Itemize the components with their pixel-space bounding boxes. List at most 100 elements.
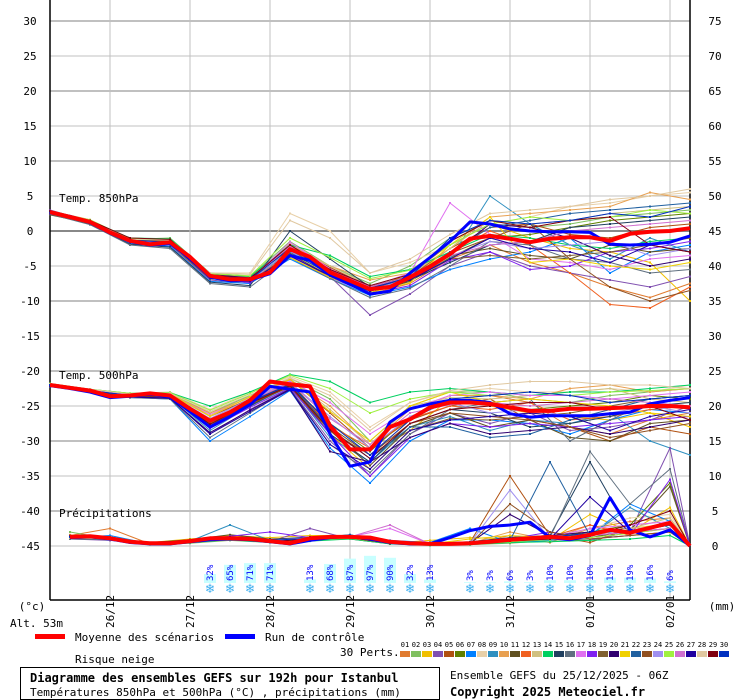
member-color-swatch bbox=[488, 651, 498, 657]
member-point bbox=[489, 398, 491, 400]
member-point bbox=[569, 223, 571, 225]
member-point bbox=[609, 436, 611, 439]
member-point bbox=[609, 303, 611, 306]
member-number: 12 bbox=[522, 641, 530, 649]
snow-risk-bar bbox=[424, 579, 436, 583]
altitude-label: Alt. 53m bbox=[10, 617, 63, 630]
member-point bbox=[529, 405, 531, 407]
member-point bbox=[609, 391, 611, 393]
legend-members-label: 30 Perts. bbox=[340, 646, 400, 659]
right-tick-label: 35 bbox=[708, 295, 721, 308]
member-point bbox=[489, 254, 491, 257]
member-point bbox=[649, 216, 651, 218]
mean-t850-line bbox=[49, 210, 691, 292]
member-point bbox=[549, 540, 551, 543]
legend-snow-label: Risque neige bbox=[75, 653, 154, 666]
member-point bbox=[609, 405, 611, 407]
member-number: 14 bbox=[544, 641, 552, 649]
member-point bbox=[529, 219, 531, 222]
member-point bbox=[529, 426, 531, 428]
member-point bbox=[629, 524, 631, 526]
snow-risk-percent: 90% bbox=[386, 564, 396, 581]
member-number: 07 bbox=[467, 641, 475, 649]
member-point bbox=[609, 205, 611, 208]
member-point bbox=[689, 433, 691, 435]
member-point bbox=[489, 237, 491, 239]
member-point bbox=[689, 251, 691, 253]
member-point bbox=[489, 419, 491, 421]
member-point bbox=[269, 531, 271, 533]
member-point bbox=[449, 389, 451, 392]
snow-risk-percent: 13% bbox=[426, 564, 436, 581]
member-point bbox=[609, 247, 611, 250]
snow-risk-percent: 19% bbox=[626, 564, 636, 581]
member-point bbox=[689, 198, 691, 201]
left-tick-label: 5 bbox=[27, 190, 34, 203]
member-color-swatch bbox=[433, 651, 443, 657]
member-point bbox=[329, 450, 331, 453]
member-point bbox=[369, 429, 371, 432]
member-point bbox=[369, 482, 371, 484]
member-point bbox=[209, 272, 211, 274]
member-color-swatch bbox=[620, 651, 630, 657]
member-color-swatch bbox=[576, 651, 586, 657]
member-point bbox=[289, 244, 291, 246]
member-point bbox=[609, 429, 611, 432]
member-number: 25 bbox=[665, 641, 673, 649]
member-point bbox=[569, 258, 571, 260]
member-point bbox=[289, 377, 291, 379]
mean-precip-line bbox=[69, 520, 692, 548]
snow-risk-bar bbox=[264, 563, 276, 583]
member-point bbox=[209, 440, 211, 442]
member-point bbox=[689, 412, 691, 414]
member-point bbox=[229, 533, 231, 536]
snow-risk-percent: 32% bbox=[406, 564, 416, 581]
member-color-swatch bbox=[686, 651, 696, 657]
member-point bbox=[609, 415, 611, 418]
member-point bbox=[89, 223, 91, 226]
member-point bbox=[529, 226, 531, 229]
member-number: 16 bbox=[566, 641, 574, 649]
member-point bbox=[409, 412, 411, 414]
member-point bbox=[649, 240, 651, 243]
date-label: 26/12 bbox=[104, 595, 117, 628]
member-number: 13 bbox=[533, 641, 541, 649]
member-point bbox=[529, 254, 531, 257]
member-point bbox=[589, 524, 591, 526]
member-point bbox=[49, 210, 51, 213]
member-point bbox=[229, 524, 231, 526]
member-point bbox=[529, 398, 531, 400]
member-point bbox=[569, 254, 571, 257]
member-number: 27 bbox=[687, 641, 695, 649]
member-point bbox=[509, 489, 511, 491]
snowflake-icon: ❄ bbox=[646, 581, 655, 597]
member-point bbox=[589, 450, 591, 453]
member-point bbox=[689, 219, 691, 222]
member-point bbox=[249, 410, 251, 413]
member-color-swatch bbox=[455, 651, 465, 657]
snow-risk-percent: 65% bbox=[226, 564, 236, 581]
snow-risk-percent: 68% bbox=[326, 564, 336, 581]
member-point bbox=[529, 268, 531, 271]
right-tick-label: 25 bbox=[708, 365, 721, 378]
member-point bbox=[649, 394, 651, 397]
member-point bbox=[249, 393, 251, 396]
right-tick-label: 45 bbox=[708, 225, 721, 238]
member-point bbox=[689, 454, 691, 456]
snow-risk-percent: 3% bbox=[486, 570, 496, 581]
member-point bbox=[569, 244, 571, 246]
right-tick-label: 15 bbox=[708, 435, 721, 448]
snow-risk-percent: 71% bbox=[266, 564, 276, 581]
member-point bbox=[529, 401, 531, 404]
member-point bbox=[649, 408, 651, 411]
member-point bbox=[449, 426, 451, 428]
snow-risk-bar bbox=[244, 563, 256, 583]
member-point bbox=[649, 191, 651, 194]
member-point bbox=[609, 279, 611, 281]
member-point bbox=[469, 536, 471, 539]
member-point bbox=[209, 281, 211, 284]
member-point bbox=[329, 440, 331, 442]
member-point bbox=[449, 391, 451, 393]
member-point bbox=[209, 410, 211, 413]
member-point bbox=[689, 209, 691, 211]
